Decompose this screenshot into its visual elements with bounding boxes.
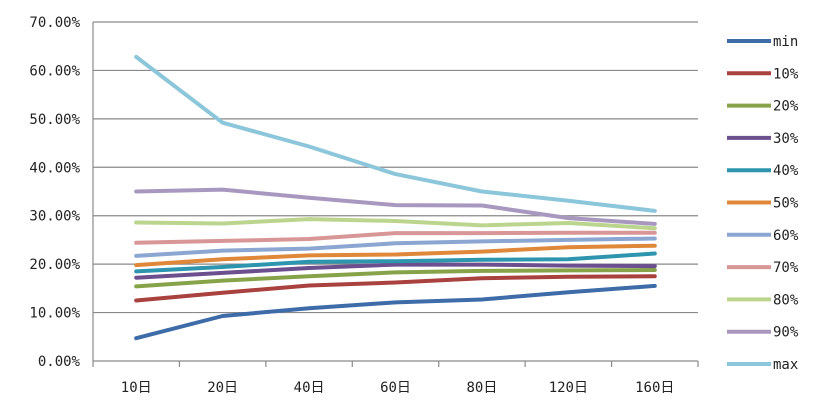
gridlines <box>93 21 698 314</box>
axes <box>92 22 699 367</box>
x-tick-label: 40日 <box>294 380 325 396</box>
y-tick-label: 60.00% <box>29 63 80 79</box>
series-line-10% <box>134 274 657 303</box>
series-line-50% <box>134 243 657 268</box>
series-line-90% <box>134 187 657 226</box>
legend-label: 20% <box>773 99 799 115</box>
y-tick-label: 10.00% <box>29 306 80 322</box>
series-line-20% <box>134 268 657 289</box>
legend-item: 20% <box>727 99 799 115</box>
legend-label: 30% <box>773 131 799 147</box>
series-lines <box>134 54 657 341</box>
legend-label: 40% <box>773 163 799 179</box>
y-axis-tick-labels: 0.00% 10.00% 20.00% 30.00% 40.00% 50.00% 60.00… <box>29 15 80 370</box>
y-tick-label: 40.00% <box>29 160 80 176</box>
x-tick-label: 80日 <box>466 380 497 396</box>
legend-label: min <box>773 34 798 50</box>
y-tick-label: 70.00% <box>29 15 80 31</box>
x-tick-label: 60日 <box>380 380 411 396</box>
x-tick-label: 20日 <box>207 380 238 396</box>
series-line-70% <box>134 230 657 245</box>
series-line-max <box>134 54 657 213</box>
legend-item: max <box>727 357 798 373</box>
legend-item: 90% <box>727 325 799 341</box>
legend-item: 40% <box>727 163 799 179</box>
legend-item: 50% <box>727 196 799 212</box>
series-line-30% <box>134 262 657 280</box>
legend-label: 50% <box>773 196 799 212</box>
legend-item: 60% <box>727 228 799 244</box>
legend-item: min <box>727 34 798 50</box>
legend-item: 30% <box>727 131 799 147</box>
legend-label: 70% <box>773 260 799 276</box>
series-line-60% <box>134 236 657 258</box>
series-line-min <box>134 283 657 341</box>
legend-label: max <box>773 357 798 373</box>
series-line-80% <box>134 217 657 231</box>
legend-label: 60% <box>773 228 799 244</box>
legend: min 10% 20% 30% 40% 50% 60% 70% 80% 90% max <box>727 34 799 373</box>
legend-item: 10% <box>727 66 799 82</box>
x-axis-tick-labels: 10日 20日 40日 60日 80日 120日 160日 <box>121 380 675 396</box>
y-tick-label: 20.00% <box>29 257 80 273</box>
y-tick-label: 0.00% <box>38 354 81 370</box>
legend-item: 70% <box>727 260 799 276</box>
x-tick-label: 160日 <box>635 380 674 396</box>
y-tick-label: 30.00% <box>29 209 80 225</box>
legend-label: 90% <box>773 325 799 341</box>
legend-item: 80% <box>727 292 799 308</box>
series-line-40% <box>134 251 657 274</box>
legend-label: 10% <box>773 66 799 82</box>
x-tick-label: 120日 <box>549 380 588 396</box>
legend-label: 80% <box>773 292 799 308</box>
y-tick-label: 50.00% <box>29 112 80 128</box>
x-tick-label: 10日 <box>121 380 152 396</box>
